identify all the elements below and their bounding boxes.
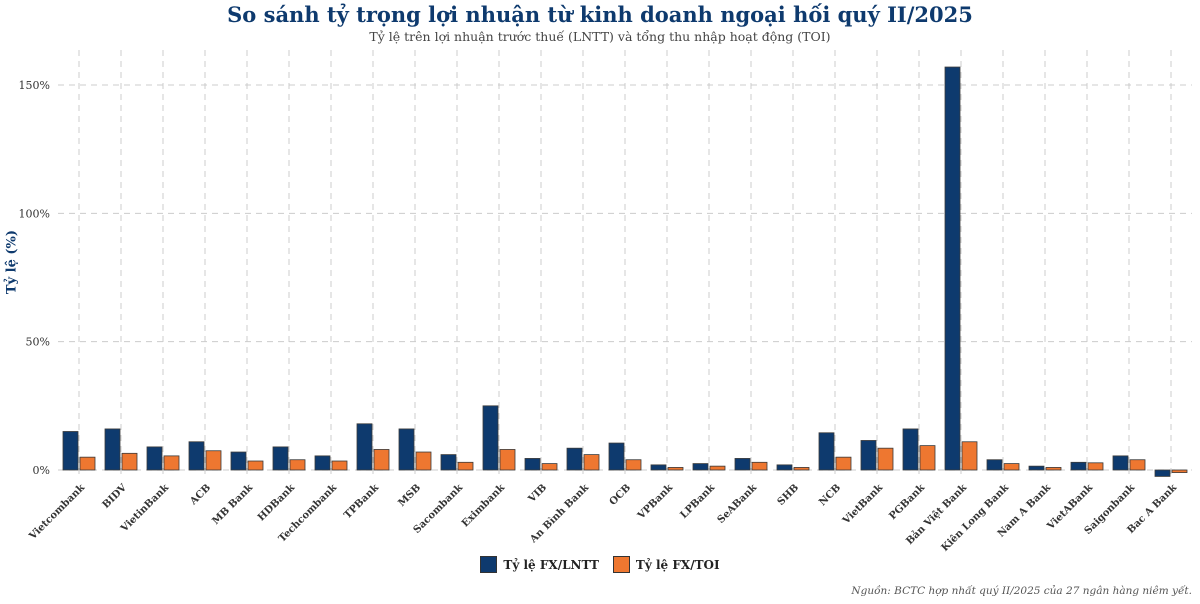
- bar-fx-lntt: [398, 428, 415, 471]
- bar-fx-lntt: [62, 431, 79, 471]
- y-tick-label: 150%: [19, 79, 50, 92]
- legend-label-fx-lntt: Tỷ lệ FX/LNTT: [503, 557, 599, 572]
- bar-fx-toi: [1129, 459, 1146, 471]
- legend-swatch-fx-toi: [612, 556, 630, 573]
- y-tick-label: 100%: [19, 207, 50, 220]
- legend-item-fx-lntt[interactable]: Tỷ lệ FX/LNTT: [480, 556, 599, 573]
- bar-fx-toi: [1171, 469, 1188, 473]
- bar-fx-lntt: [482, 405, 499, 471]
- bar-fx-toi: [583, 454, 600, 471]
- x-tick-label: Eximbank: [460, 482, 508, 530]
- legend-swatch-fx-lntt: [480, 556, 498, 573]
- bar-fx-toi: [289, 459, 306, 471]
- bar-fx-toi: [709, 465, 726, 471]
- bar-fx-lntt: [608, 442, 625, 471]
- x-tick-label: OCB: [608, 482, 634, 508]
- bar-fx-lntt: [1154, 469, 1171, 477]
- bar-fx-toi: [373, 449, 390, 471]
- bar-fx-lntt: [692, 463, 709, 471]
- bar-fx-lntt: [146, 446, 163, 471]
- x-tick-label: PGBank: [887, 482, 927, 522]
- bar-fx-toi: [415, 451, 432, 471]
- y-axis-ticks: 0% 50% 100% 150%: [19, 79, 50, 477]
- bar-fx-lntt: [230, 451, 247, 471]
- x-tick-label: MSB: [396, 482, 423, 509]
- bar-fx-toi: [331, 460, 348, 471]
- bar-fx-toi: [121, 452, 138, 471]
- bar-fx-lntt: [1112, 455, 1129, 471]
- bar-fx-lntt: [986, 459, 1003, 471]
- bar-fx-toi: [541, 463, 558, 471]
- bar-fx-lntt: [356, 423, 373, 471]
- bar-fx-lntt: [902, 428, 919, 471]
- bar-fx-lntt: [860, 440, 877, 471]
- grid-lines: [58, 50, 1192, 478]
- bar-fx-lntt: [524, 458, 541, 471]
- source-note: Nguồn: BCTC hợp nhất quý II/2025 của 27 …: [851, 585, 1192, 597]
- bar-fx-lntt: [776, 464, 793, 471]
- y-tick-label: 0%: [33, 464, 50, 477]
- bar-fx-toi: [877, 447, 894, 471]
- bar-fx-toi: [625, 459, 642, 471]
- bar-fx-toi: [835, 456, 852, 471]
- bar-fx-toi: [961, 441, 978, 471]
- x-tick-label: VIB: [526, 482, 549, 505]
- bar-fx-toi: [751, 461, 768, 471]
- x-tick-label: NCB: [817, 482, 843, 508]
- bar-fx-toi: [247, 460, 264, 471]
- bar-fx-toi: [457, 461, 474, 471]
- x-tick-label: ACB: [188, 482, 214, 508]
- bar-fx-toi: [667, 467, 684, 471]
- bar-fx-lntt: [272, 446, 289, 471]
- chart-title: So sánh tỷ trọng lợi nhuận từ kinh doanh…: [227, 2, 973, 27]
- x-tick-label: LPBank: [678, 482, 717, 521]
- y-tick-label: 50%: [26, 336, 50, 349]
- bar-fx-toi: [793, 467, 810, 471]
- bar-fx-lntt: [1028, 465, 1045, 471]
- bar-fx-toi: [499, 449, 516, 471]
- bar-fx-toi: [1045, 467, 1062, 471]
- bar-fx-toi: [205, 450, 222, 471]
- bar-fx-toi: [1087, 462, 1104, 471]
- bar-fx-toi: [79, 456, 96, 471]
- x-tick-label: VPBank: [635, 482, 676, 523]
- bar-fx-lntt: [566, 447, 583, 471]
- bar-fx-lntt: [650, 464, 667, 471]
- bar-fx-lntt: [104, 428, 121, 471]
- bar-fx-lntt: [818, 432, 835, 471]
- bar-fx-toi: [919, 445, 936, 471]
- x-tick-label: MB Bank: [210, 482, 255, 527]
- chart-subtitle: Tỷ lệ trên lợi nhuận trước thuế (LNTT) v…: [369, 29, 831, 44]
- bar-fx-lntt: [734, 458, 751, 471]
- x-tick-label: TPBank: [342, 482, 382, 522]
- bar-fx-toi: [163, 455, 180, 471]
- bar-fx-lntt: [440, 454, 457, 471]
- bar-fx-lntt: [1070, 461, 1087, 471]
- x-tick-label: SHB: [776, 482, 802, 508]
- x-tick-label: SeABank: [716, 482, 760, 526]
- bar-fx-toi: [1003, 463, 1020, 471]
- legend-item-fx-toi[interactable]: Tỷ lệ FX/TOI: [612, 556, 720, 573]
- x-tick-label: HDBank: [256, 482, 298, 524]
- x-tick-label: BIDV: [101, 482, 130, 511]
- x-tick-label: Vietcombank: [27, 482, 88, 543]
- bar-fx-lntt: [944, 66, 961, 471]
- legend: Tỷ lệ FX/LNTT Tỷ lệ FX/TOI: [0, 556, 1200, 573]
- legend-label-fx-toi: Tỷ lệ FX/TOI: [635, 557, 720, 572]
- bar-fx-lntt: [314, 455, 331, 471]
- bar-fx-lntt: [188, 441, 205, 471]
- x-tick-label: VietBank: [840, 482, 886, 528]
- bars: [62, 66, 1188, 477]
